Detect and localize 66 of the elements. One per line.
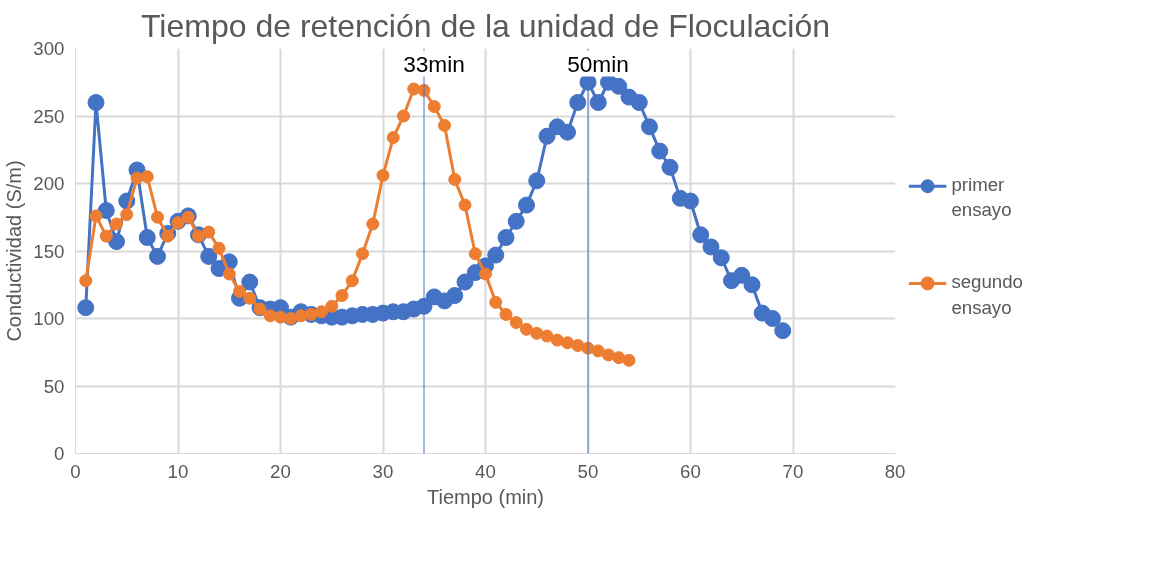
- legend-label: primer ensayo: [951, 174, 1012, 221]
- legend-label: segundo ensayo: [951, 271, 1023, 318]
- x-tick-label: 70: [782, 460, 804, 482]
- point: [233, 285, 246, 298]
- point: [386, 131, 400, 145]
- ref-line-label: 33min: [403, 50, 465, 77]
- point: [212, 241, 226, 255]
- point: [448, 172, 462, 186]
- point: [458, 198, 472, 212]
- point: [550, 333, 564, 347]
- point: [468, 247, 482, 261]
- point: [202, 225, 216, 239]
- point: [222, 267, 236, 281]
- x-tick-label: 30: [372, 460, 394, 482]
- point: [325, 299, 339, 313]
- x-tick-label: 60: [680, 460, 701, 482]
- point: [427, 100, 441, 114]
- point: [591, 344, 605, 358]
- y-tick-label: 100: [33, 308, 65, 329]
- y-axis-title: Conductividad (S/m): [3, 160, 26, 342]
- point: [366, 217, 380, 231]
- chart-title: Tiempo de retención de la unidad de Floculación: [140, 7, 831, 44]
- x-tick-label: 50: [577, 460, 599, 482]
- x-tick-label: 40: [475, 460, 496, 482]
- point: [376, 168, 390, 182]
- point: [284, 312, 298, 325]
- point: [622, 353, 636, 367]
- y-tick-label: 200: [33, 173, 65, 194]
- point: [171, 216, 185, 230]
- point: [243, 291, 257, 305]
- point: [345, 274, 359, 288]
- y-tick-label: 50: [43, 375, 65, 397]
- point: [294, 309, 308, 323]
- y-tick-label: 0: [54, 443, 65, 464]
- point: [335, 289, 349, 303]
- point: [89, 209, 103, 223]
- point: [489, 295, 503, 309]
- x-tick-label: 80: [884, 460, 906, 482]
- point: [120, 208, 134, 222]
- point: [161, 229, 175, 243]
- point: [140, 170, 154, 184]
- point: [520, 322, 533, 336]
- x-tick-label: 0: [70, 460, 81, 482]
- point: [612, 351, 626, 365]
- x-axis-title: Tiempo (min): [426, 485, 545, 508]
- x-tick-label: 20: [270, 460, 291, 482]
- point: [110, 217, 123, 231]
- point: [315, 305, 328, 319]
- point: [356, 247, 369, 261]
- point: [151, 210, 164, 224]
- point: [540, 329, 554, 343]
- y-tick-label: 300: [33, 38, 65, 59]
- point: [79, 274, 93, 288]
- point: [397, 109, 410, 123]
- ref-line-label: 50min: [567, 50, 629, 77]
- point: [438, 118, 451, 132]
- point: [99, 229, 113, 243]
- point: [509, 316, 523, 330]
- x-tick-label: 10: [167, 460, 189, 482]
- point: [571, 339, 585, 352]
- point: [130, 171, 144, 185]
- y-tick-label: 150: [33, 240, 65, 262]
- y-tick-label: 250: [33, 105, 65, 127]
- point: [479, 267, 492, 281]
- point: [499, 307, 513, 321]
- point: [530, 326, 544, 340]
